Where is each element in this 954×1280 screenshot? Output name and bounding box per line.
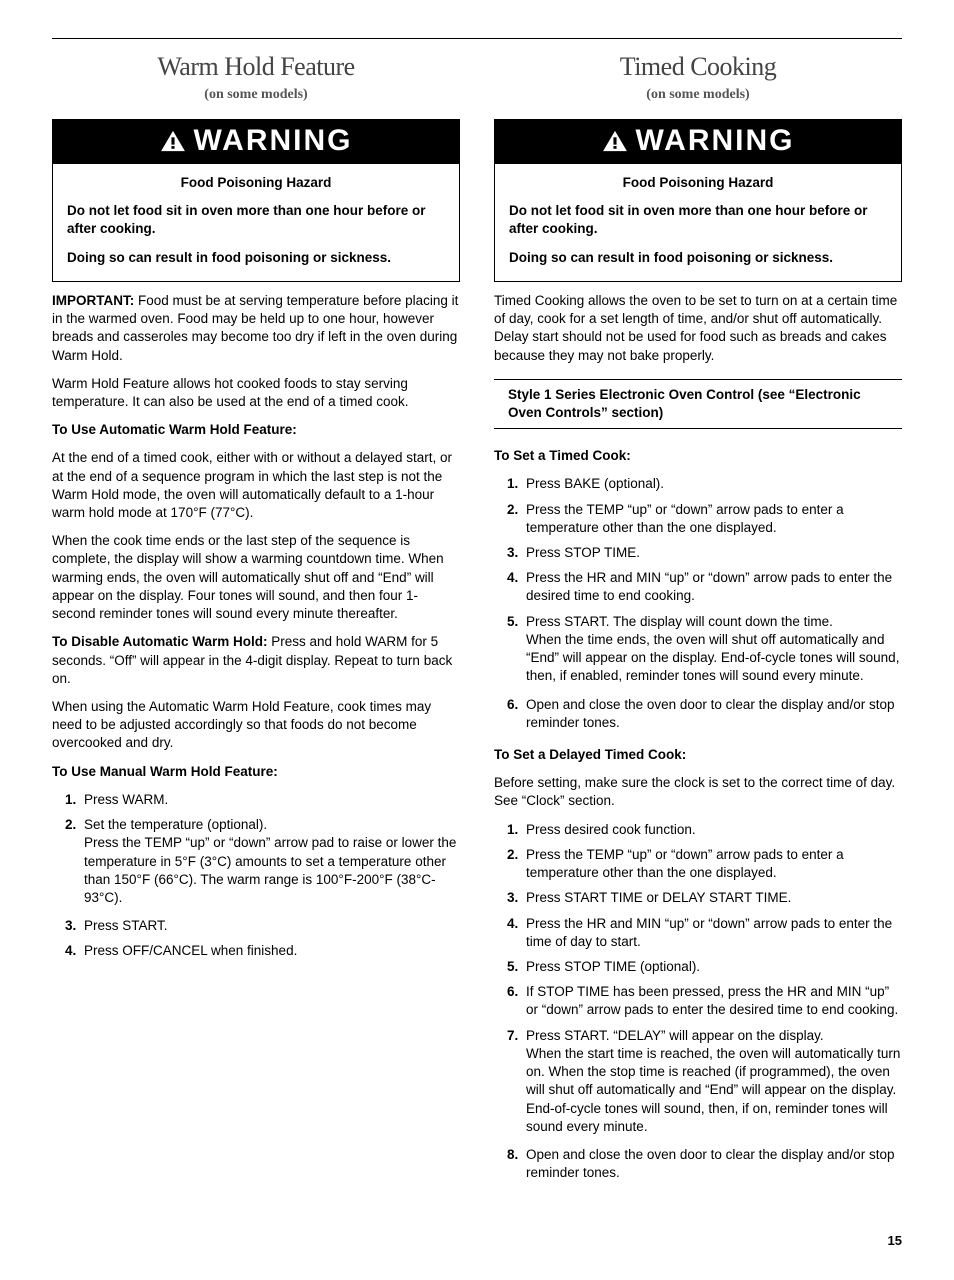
- step-text: Press OFF/CANCEL when finished.: [84, 943, 297, 958]
- step-extra: When the time ends, the oven will shut o…: [526, 631, 902, 686]
- step-text: Press START.: [84, 918, 168, 933]
- list-item: Set the temperature (optional). Press th…: [80, 816, 460, 907]
- list-item: Press OFF/CANCEL when finished.: [80, 942, 460, 960]
- list-item: Press desired cook function.: [522, 821, 902, 839]
- list-item: Press the TEMP “up” or “down” arrow pads…: [522, 846, 902, 882]
- step-text: Set the temperature (optional).: [84, 817, 267, 832]
- delayed-heading: To Set a Delayed Timed Cook:: [494, 746, 902, 764]
- step-text: Open and close the oven door to clear th…: [526, 1147, 895, 1180]
- style-bar-text: Style 1 Series Electronic Oven Control (…: [494, 386, 902, 422]
- page-number: 15: [52, 1232, 902, 1250]
- list-item: If STOP TIME has been pressed, press the…: [522, 983, 902, 1019]
- list-item: Press START. “DELAY” will appear on the …: [522, 1027, 902, 1136]
- hazard-title: Food Poisoning Hazard: [67, 174, 445, 192]
- manual-heading: To Use Manual Warm Hold Feature:: [52, 763, 460, 781]
- auto-p4: When using the Automatic Warm Hold Featu…: [52, 698, 460, 753]
- warm-hold-subtitle: (on some models): [52, 86, 460, 105]
- list-item: Press WARM.: [80, 791, 460, 809]
- step-text: If STOP TIME has been pressed, press the…: [526, 984, 898, 1017]
- warning-header: WARNING: [495, 120, 901, 164]
- step-text: Press START. The display will count down…: [526, 614, 833, 629]
- list-item: Open and close the oven door to clear th…: [522, 1146, 902, 1182]
- timed-cooking-body: Timed Cooking allows the oven to be set …: [494, 292, 902, 1183]
- step-extra: Press the TEMP “up” or “down” arrow pad …: [84, 834, 460, 907]
- warning-icon: [160, 130, 186, 152]
- timed-cooking-title: Timed Cooking: [494, 49, 902, 84]
- left-column: Warm Hold Feature (on some models) WARNI…: [52, 49, 460, 1196]
- step-text: Press BAKE (optional).: [526, 476, 664, 491]
- delayed-steps: Press desired cook function. Press the T…: [494, 821, 902, 1183]
- warm-hold-para2: Warm Hold Feature allows hot cooked food…: [52, 375, 460, 411]
- right-column: Timed Cooking (on some models) WARNING F…: [494, 49, 902, 1196]
- list-item: Press STOP TIME (optional).: [522, 958, 902, 976]
- list-item: Press START TIME or DELAY START TIME.: [522, 889, 902, 907]
- step-text: Open and close the oven door to clear th…: [526, 697, 895, 730]
- warm-hold-body: IMPORTANT: Food must be at serving tempe…: [52, 292, 460, 961]
- warning-icon: [602, 130, 628, 152]
- step-text: Press the TEMP “up” or “down” arrow pads…: [526, 502, 844, 535]
- timed-steps: Press BAKE (optional). Press the TEMP “u…: [494, 475, 902, 732]
- top-rule: [52, 38, 902, 39]
- step-extra: When the start time is reached, the oven…: [526, 1045, 902, 1136]
- warm-hold-title: Warm Hold Feature: [52, 49, 460, 84]
- warning-label: WARNING: [636, 126, 795, 156]
- disable-para: To Disable Automatic Warm Hold: Press an…: [52, 633, 460, 688]
- auto-p1: At the end of a timed cook, either with …: [52, 449, 460, 522]
- auto-heading: To Use Automatic Warm Hold Feature:: [52, 421, 460, 439]
- step-text: Press START. “DELAY” will appear on the …: [526, 1028, 824, 1043]
- warning-body: Food Poisoning Hazard Do not let food si…: [53, 164, 459, 281]
- important-para: IMPORTANT: Food must be at serving tempe…: [52, 292, 460, 365]
- content-columns: Warm Hold Feature (on some models) WARNI…: [52, 49, 902, 1196]
- list-item: Press START. The display will count down…: [522, 613, 902, 686]
- list-item: Press the HR and MIN “up” or “down” arro…: [522, 915, 902, 951]
- important-lead: IMPORTANT:: [52, 293, 134, 308]
- auto-p2: When the cook time ends or the last step…: [52, 532, 460, 623]
- step-text: Press STOP TIME (optional).: [526, 959, 700, 974]
- warning-p1: Do not let food sit in oven more than on…: [67, 202, 445, 238]
- warning-box-left: WARNING Food Poisoning Hazard Do not let…: [52, 119, 460, 282]
- warning-p2: Doing so can result in food poisoning or…: [509, 249, 887, 267]
- warning-body: Food Poisoning Hazard Do not let food si…: [495, 164, 901, 281]
- step-text: Press the HR and MIN “up” or “down” arro…: [526, 570, 892, 603]
- manual-steps: Press WARM. Set the temperature (optiona…: [52, 791, 460, 961]
- warning-box-right: WARNING Food Poisoning Hazard Do not let…: [494, 119, 902, 282]
- list-item: Press the HR and MIN “up” or “down” arro…: [522, 569, 902, 605]
- list-item: Open and close the oven door to clear th…: [522, 696, 902, 732]
- style-bar: Style 1 Series Electronic Oven Control (…: [494, 379, 902, 429]
- step-text: Press STOP TIME.: [526, 545, 640, 560]
- list-item: Press STOP TIME.: [522, 544, 902, 562]
- step-text: Press desired cook function.: [526, 822, 696, 837]
- step-text: Press START TIME or DELAY START TIME.: [526, 890, 791, 905]
- delayed-intro: Before setting, make sure the clock is s…: [494, 774, 902, 810]
- disable-lead: To Disable Automatic Warm Hold:: [52, 634, 268, 649]
- list-item: Press the TEMP “up” or “down” arrow pads…: [522, 501, 902, 537]
- step-text: Press WARM.: [84, 792, 168, 807]
- list-item: Press START.: [80, 917, 460, 935]
- list-item: Press BAKE (optional).: [522, 475, 902, 493]
- warning-p2: Doing so can result in food poisoning or…: [67, 249, 445, 267]
- timed-cooking-subtitle: (on some models): [494, 86, 902, 105]
- timed-heading: To Set a Timed Cook:: [494, 447, 902, 465]
- warning-header: WARNING: [53, 120, 459, 164]
- warning-label: WARNING: [194, 126, 353, 156]
- step-text: Press the HR and MIN “up” or “down” arro…: [526, 916, 892, 949]
- step-text: Press the TEMP “up” or “down” arrow pads…: [526, 847, 844, 880]
- warning-p1: Do not let food sit in oven more than on…: [509, 202, 887, 238]
- intro-para: Timed Cooking allows the oven to be set …: [494, 292, 902, 365]
- hazard-title: Food Poisoning Hazard: [509, 174, 887, 192]
